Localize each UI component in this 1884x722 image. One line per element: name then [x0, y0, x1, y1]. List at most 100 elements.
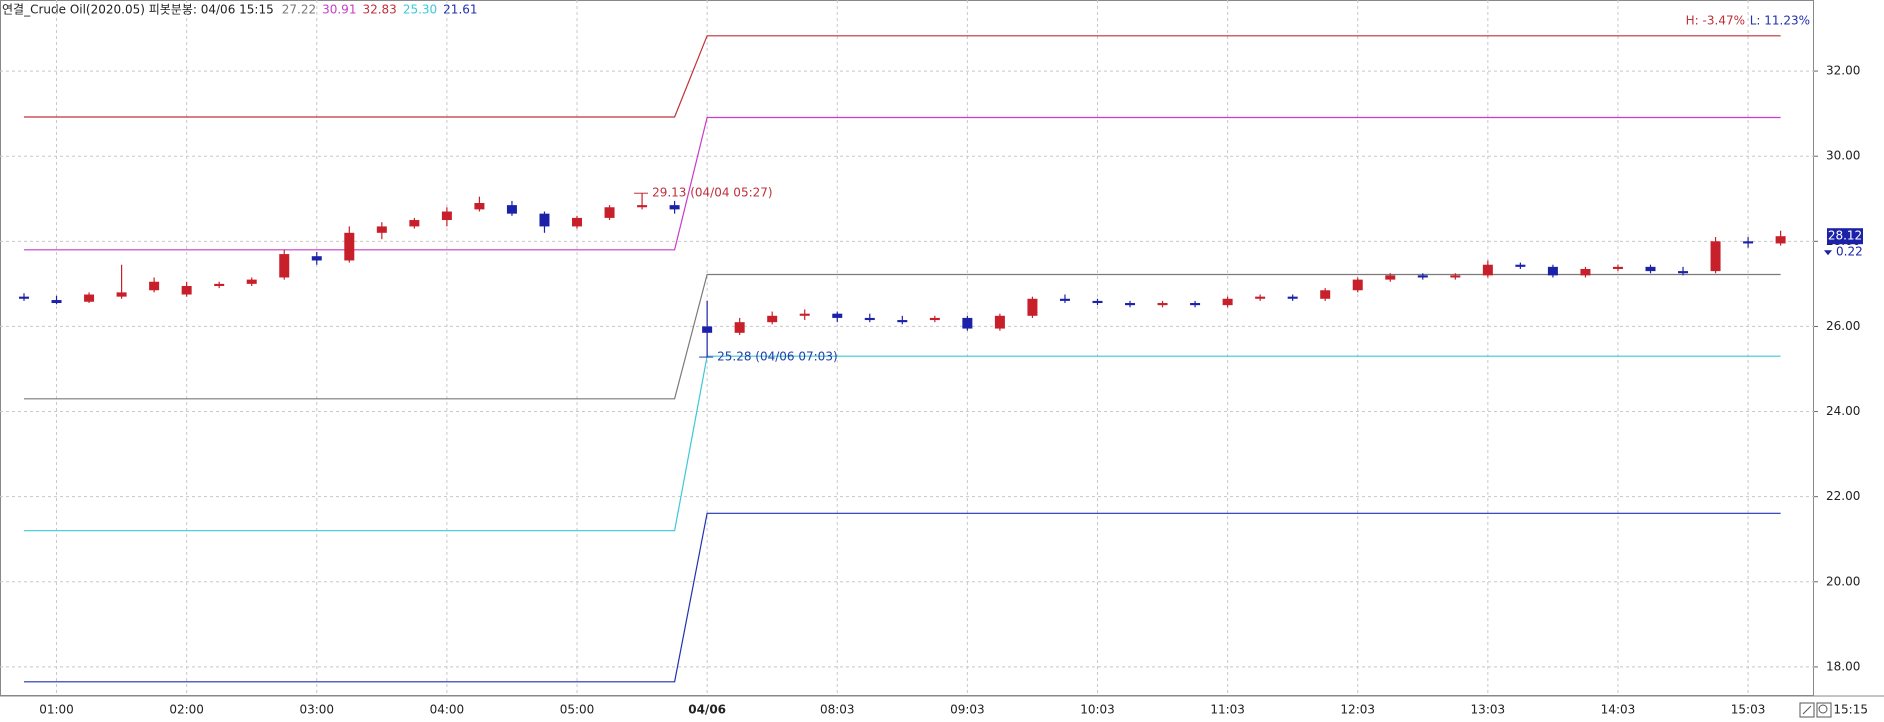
pivot-line [24, 35, 1781, 118]
candle-body [506, 205, 517, 214]
candle-body [864, 317, 875, 321]
y-tick-label: 24.00 [1826, 404, 1860, 418]
candle-body [929, 317, 940, 321]
candle-body [279, 254, 290, 278]
candle-body [994, 315, 1005, 329]
candle-body [181, 286, 192, 295]
time-label: 15:15 [1833, 703, 1868, 717]
candle-body [344, 232, 355, 261]
candle-body [1710, 241, 1721, 272]
y-tick-label: 30.00 [1826, 149, 1860, 163]
toolbar-icons[interactable] [1799, 702, 1832, 718]
candle-body [1482, 264, 1493, 276]
candle-body [1515, 264, 1526, 267]
candle-body [1678, 271, 1689, 274]
candle-body [1222, 298, 1233, 306]
x-tick-label: 11:03 [1210, 703, 1245, 717]
candle-body [897, 320, 908, 323]
zoom-icon-lens [1818, 704, 1828, 714]
candle-body [1775, 236, 1786, 244]
edit-icon-stroke [1802, 705, 1812, 715]
candle-body [734, 322, 745, 333]
candle-body [51, 300, 62, 304]
pivot-line [24, 355, 1781, 532]
candle-body [1580, 268, 1591, 276]
header-value: 27.22 [282, 3, 316, 17]
candle-body [116, 292, 127, 297]
candle-body [1417, 275, 1428, 278]
candle-body [474, 203, 485, 210]
x-tick-label: 10:03 [1080, 703, 1115, 717]
x-tick-label: 02:00 [169, 703, 204, 717]
x-tick-label: 09:03 [950, 703, 985, 717]
candle-body [832, 313, 843, 318]
x-tick-label: 04:00 [430, 703, 465, 717]
header-value: 25.30 [403, 3, 437, 17]
candle-body [604, 207, 615, 218]
candle-body [1059, 298, 1070, 301]
annotation: 25.28 (04/06 07:03) [717, 350, 838, 364]
candle-body [376, 226, 387, 233]
pivot-line [24, 512, 1781, 683]
header-value: 21.61 [443, 3, 477, 17]
range-high: H: -3.47% [1686, 14, 1745, 28]
candle-body [1157, 303, 1168, 306]
y-tick-label: 32.00 [1826, 64, 1860, 78]
candle-body [1190, 303, 1201, 306]
x-tick-label: 12:03 [1340, 703, 1375, 717]
last-price: 28.12 [1828, 229, 1862, 243]
y-tick-label: 26.00 [1826, 319, 1860, 333]
candle-body [149, 281, 160, 291]
y-tick-label: 18.00 [1826, 659, 1860, 673]
candle-body [572, 217, 583, 227]
candle-body [1320, 290, 1331, 299]
candle-body [441, 211, 452, 221]
candle-body [1352, 279, 1363, 291]
candle-body [311, 256, 322, 261]
candle-body [702, 326, 713, 333]
x-tick-label: 13:03 [1471, 703, 1506, 717]
candle-body [246, 279, 257, 284]
y-tick-label: 20.00 [1826, 574, 1860, 588]
candle-body [214, 283, 225, 287]
candle-body [637, 205, 648, 208]
candle-body [1450, 275, 1461, 278]
candle-body [19, 296, 29, 299]
candle-body [1255, 296, 1266, 299]
x-tick-label: 03:00 [299, 703, 334, 717]
candle-body [1125, 303, 1136, 306]
annotation: 29.13 (04/04 05:27) [652, 186, 773, 200]
candle-body [669, 205, 680, 210]
header-value: 32.83 [362, 3, 396, 17]
candle-body [1645, 266, 1656, 272]
x-tick-label: 08:03 [820, 703, 855, 717]
candle-body [962, 317, 973, 329]
x-tick-label: 15:03 [1731, 703, 1766, 717]
candle-body [1092, 300, 1103, 304]
y-tick-label: 22.00 [1826, 489, 1860, 503]
candle-body [1612, 266, 1623, 269]
edit-icon[interactable] [1799, 702, 1815, 718]
candle-body [539, 213, 550, 227]
candle-body [1547, 266, 1558, 276]
candle-body [767, 315, 778, 323]
x-tick-label: 01:00 [39, 703, 74, 717]
x-tick-label: 04/06 [688, 703, 726, 717]
plot-frame [0, 0, 1814, 696]
candle-body [1287, 296, 1298, 299]
header: 연결_Crude Oil(2020.05) 피봇분봉: 04/06 15:15 [2, 3, 274, 17]
candle-body [409, 220, 420, 227]
range-low: L: 11.23% [1750, 14, 1810, 28]
header-value: 30.91 [322, 3, 356, 17]
pivot-line [24, 116, 1781, 251]
x-tick-label: 05:00 [560, 703, 595, 717]
x-tick-label: 14:03 [1601, 703, 1636, 717]
last-price-box [1827, 228, 1863, 245]
candle-body [1027, 298, 1038, 316]
change-marker [1824, 250, 1832, 256]
candle-body [799, 313, 810, 316]
chart-title: 연결_Crude Oil(2020.05) 피봇분봉: 04/06 15:15 [2, 3, 274, 17]
change-label: 0.22 [1836, 245, 1863, 259]
zoom-icon[interactable] [1816, 702, 1832, 718]
